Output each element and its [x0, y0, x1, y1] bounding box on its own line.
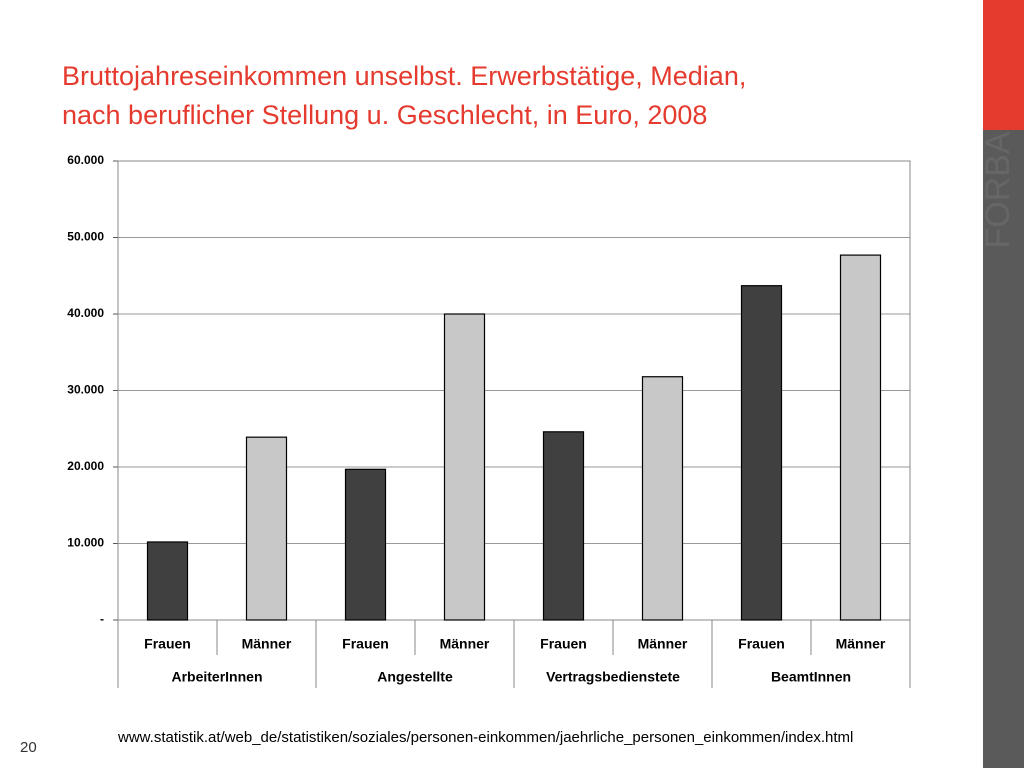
group-label: ArbeiterInnen	[171, 669, 262, 685]
x-tick-label: Frauen	[738, 636, 785, 652]
y-tick-label: 20.000	[67, 459, 104, 473]
bar	[245, 436, 288, 621]
y-tick-label: 40.000	[67, 306, 104, 320]
group-label: Vertragsbedienstete	[546, 669, 680, 685]
x-tick-label: Frauen	[144, 636, 191, 652]
x-tick-label: Männer	[440, 636, 490, 652]
y-tick-label: -	[100, 612, 104, 626]
bar	[740, 285, 783, 621]
logo: FORBA	[979, 131, 1017, 248]
source: www.statistik.at/web_de/statistiken/sozi…	[117, 729, 853, 746]
x-tick-label: Männer	[836, 636, 886, 652]
y-tick-label: 10.000	[67, 536, 104, 550]
bar	[542, 431, 585, 621]
y-tick-label: 50.000	[67, 230, 104, 244]
side-accent	[983, 0, 1024, 130]
bar	[344, 468, 387, 621]
x-tick-label: Frauen	[540, 636, 587, 652]
group-label: Angestellte	[377, 669, 453, 685]
x-tick-label: Frauen	[342, 636, 389, 652]
y-tick-label: 30.000	[67, 383, 104, 397]
bar	[146, 541, 189, 621]
chart-title: nach beruflicher Stellung u. Geschlecht,…	[62, 100, 707, 130]
x-tick-label: Männer	[638, 636, 688, 652]
group-label: BeamtInnen	[771, 669, 851, 685]
page-number: 20	[20, 739, 37, 756]
y-tick-label: 60.000	[67, 153, 104, 167]
bar	[839, 254, 882, 621]
chart-title: Bruttojahreseinkommen unselbst. Erwerbst…	[62, 61, 746, 91]
x-tick-label: Männer	[242, 636, 292, 652]
bar	[641, 376, 684, 621]
bar	[443, 313, 486, 621]
